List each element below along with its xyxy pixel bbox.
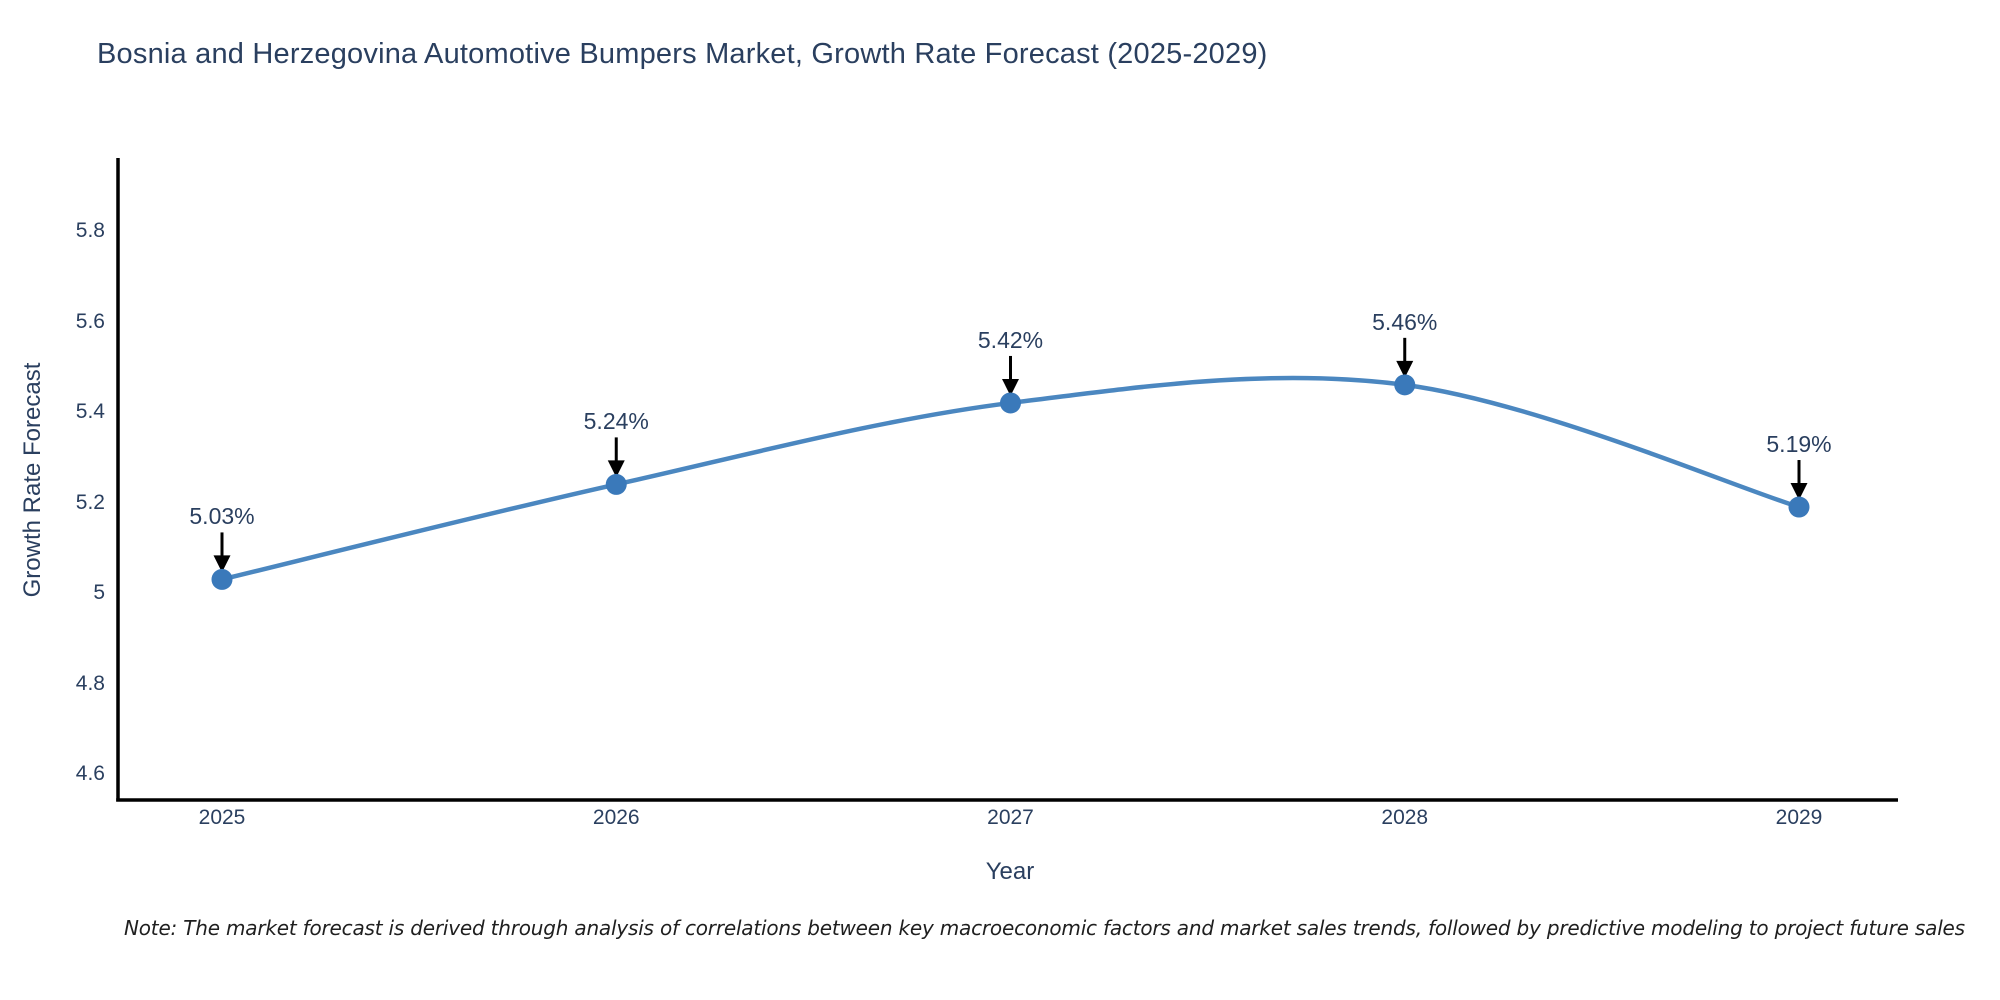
y-tick-label: 5 xyxy=(93,581,105,604)
x-tick-label: 2027 xyxy=(987,806,1034,829)
data-point-marker xyxy=(1788,496,1810,518)
y-tick-label: 5.2 xyxy=(75,490,105,514)
data-point-markers xyxy=(211,374,1810,590)
point-annotation: 5.46% xyxy=(1372,309,1438,335)
annotation-arrowhead-icon xyxy=(1002,378,1019,396)
data-point-marker xyxy=(1000,392,1021,414)
x-tick-label: 2028 xyxy=(1381,806,1429,829)
point-annotation: 5.03% xyxy=(189,503,255,529)
point-annotation: 5.24% xyxy=(583,408,649,434)
data-point-marker xyxy=(1394,374,1416,396)
annotation-arrows xyxy=(213,337,1808,573)
x-tick-label: 2029 xyxy=(1775,806,1823,829)
chart-title: Bosnia and Herzegovina Automotive Bumper… xyxy=(97,38,1268,70)
annotation-arrowhead-icon xyxy=(213,555,231,573)
data-point-marker xyxy=(605,473,627,495)
annotation-arrowhead-icon xyxy=(1790,483,1808,501)
point-annotation: 5.19% xyxy=(1766,431,1832,457)
y-tick-label: 5.4 xyxy=(75,400,105,423)
x-tick-label: 2025 xyxy=(198,806,246,829)
y-axis-title: Growth Rate Forecast xyxy=(19,362,46,598)
annotation-arrowhead-icon xyxy=(1396,360,1414,378)
x-axis-title: Year xyxy=(985,858,1035,885)
footnote: Note: The market forecast is derived thr… xyxy=(124,916,1965,940)
x-tick-label: 2026 xyxy=(592,806,640,829)
annotation-arrowhead-icon xyxy=(607,460,625,478)
data-point-marker xyxy=(211,568,233,590)
y-tick-label: 4.6 xyxy=(75,762,105,785)
y-tick-label: 4.8 xyxy=(75,671,105,695)
y-tick-label: 5.8 xyxy=(75,219,105,242)
y-tick-label: 5.6 xyxy=(75,309,105,333)
point-annotation: 5.42% xyxy=(977,327,1044,353)
